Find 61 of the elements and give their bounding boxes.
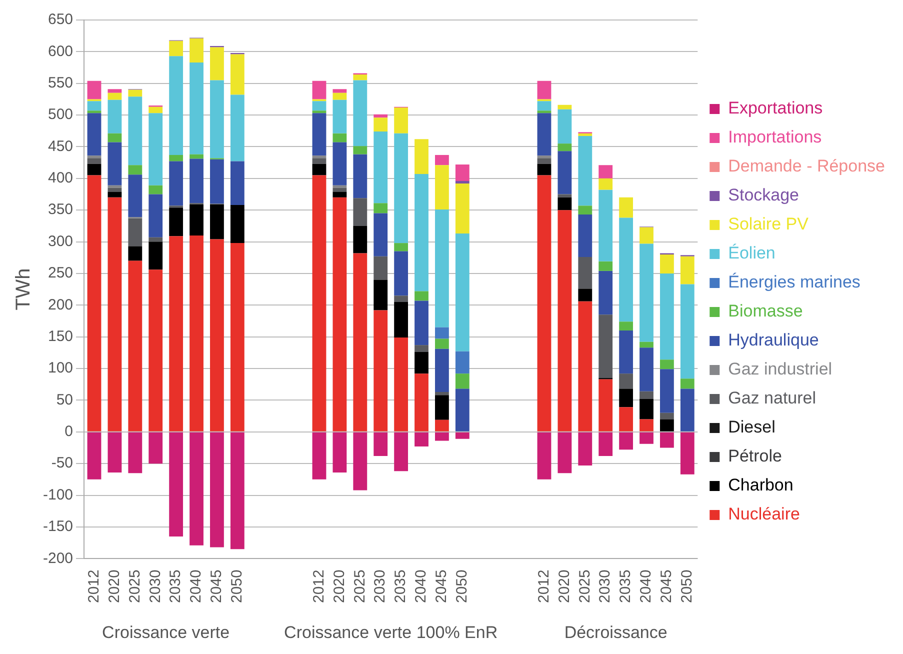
y-tick-label: 150 (48, 328, 74, 345)
y-tick-label: 50 (56, 391, 74, 408)
y-axis-title: TWh (12, 268, 35, 310)
y-tick-label: -100 (42, 486, 74, 504)
y-tick-label: -50 (51, 454, 74, 472)
x-tick-label: 2012 (310, 570, 328, 604)
x-tick-label: 2035 (167, 570, 184, 604)
legend-label: Charbon (728, 476, 794, 495)
legend-label: Demande - Réponse (728, 156, 886, 176)
legend-label: Éolien (728, 244, 776, 263)
y-tick-label: 400 (48, 170, 74, 187)
x-tick-label: 2045 (208, 570, 226, 604)
y-tick-label: 100 (48, 360, 74, 377)
legend-label: Stockage (728, 186, 800, 205)
legend-label: Gaz industriel (728, 360, 832, 379)
x-tick-label: 2045 (433, 570, 450, 604)
x-tick-label: 2050 (454, 570, 471, 604)
x-tick-label: 2040 (638, 570, 655, 604)
y-tick-label: 450 (48, 138, 74, 155)
y-tick-label: 550 (48, 74, 74, 92)
y-tick-label: 0 (64, 423, 74, 440)
legend-label: Biomasse (728, 302, 803, 321)
x-tick-label: 2030 (372, 570, 389, 604)
x-tick-label: 2040 (188, 570, 205, 604)
y-tick-label: 200 (48, 296, 74, 314)
x-tick-label: 2025 (576, 570, 594, 604)
legend-label: Gaz naturel (728, 388, 816, 408)
y-tick-label: 500 (48, 106, 74, 124)
legend-label: Exportations (728, 98, 823, 118)
y-tick-label: -150 (42, 518, 74, 536)
x-tick-label: 2050 (228, 570, 246, 604)
x-tick-label: 2050 (678, 570, 696, 604)
x-tick-label: 2025 (351, 570, 368, 604)
x-tick-label: 2020 (556, 570, 573, 604)
y-tick-label: 600 (48, 42, 74, 60)
x-tick-label: 2025 (126, 570, 144, 604)
y-tick-label: -200 (42, 550, 74, 567)
y-tick-label: 350 (48, 201, 74, 218)
x-tick-label: 2030 (146, 570, 164, 604)
legend-label: Énergies marines (728, 272, 860, 292)
legend-label: Diesel (728, 418, 776, 437)
x-tick-label: 2012 (535, 570, 552, 604)
x-tick-label: 2020 (106, 570, 123, 604)
legend-label: Importations (728, 128, 822, 147)
x-tick-label: 2045 (658, 570, 676, 604)
x-tick-label: 2035 (392, 570, 410, 604)
legend-label: Solaire PV (728, 214, 810, 234)
x-tick-label: 2040 (412, 570, 430, 604)
y-tick-label: 250 (48, 264, 74, 282)
x-tick-label: 2012 (85, 570, 102, 604)
legend-label: Hydraulique (728, 330, 819, 350)
legend-label: Pétrole (728, 446, 782, 466)
legend-label: Nucléaire (728, 504, 800, 524)
x-tick-label: 2035 (617, 570, 634, 604)
x-tick-label: 2020 (330, 570, 348, 604)
y-tick-label: 300 (48, 232, 74, 250)
text: Décroissance (564, 623, 668, 642)
text: Croissance verte (102, 623, 230, 642)
y-tick-label: 650 (48, 11, 74, 28)
x-tick-label: 2030 (596, 570, 614, 604)
text: Croissance verte 100% EnR (284, 623, 498, 642)
